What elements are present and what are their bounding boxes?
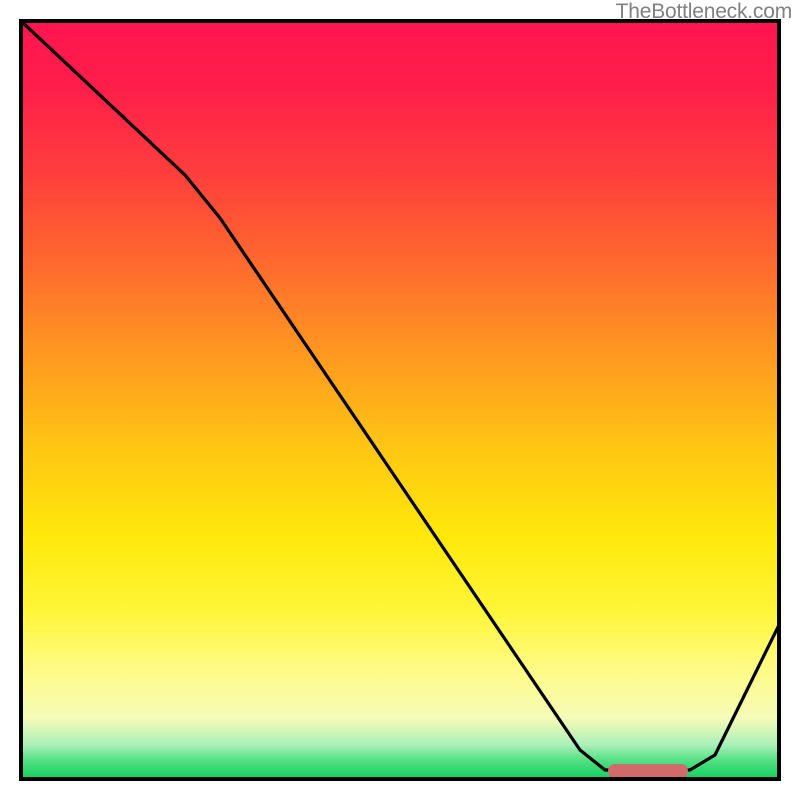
bottleneck-chart [0,0,800,800]
chart-stage: TheBottleneck.com [0,0,800,800]
optimal-range-marker [608,764,688,778]
gradient-background [21,21,779,779]
